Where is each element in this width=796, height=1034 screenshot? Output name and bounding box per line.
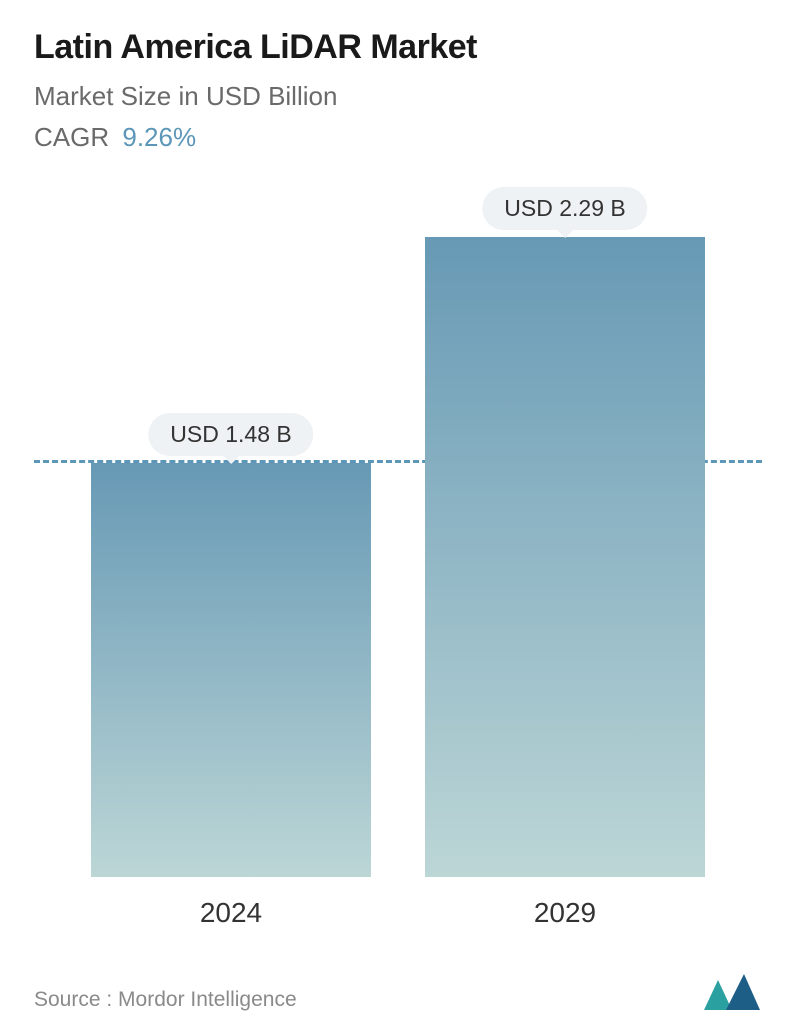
value-pill-0: USD 1.48 B [148, 413, 313, 456]
x-axis-labels: 2024 2029 [34, 897, 762, 929]
value-pill-1: USD 2.29 B [482, 187, 647, 230]
bar-group-1: USD 2.29 B [425, 237, 705, 877]
bars-container: USD 1.48 B USD 2.29 B [34, 177, 762, 877]
bar-1: USD 2.29 B [425, 237, 705, 877]
chart-title: Latin America LiDAR Market [34, 28, 762, 67]
chart-area: USD 1.48 B USD 2.29 B 2024 2029 [34, 177, 762, 877]
bar-group-0: USD 1.48 B [91, 463, 371, 877]
cagr-row: CAGR 9.26% [34, 122, 762, 153]
cagr-value: 9.26% [122, 122, 196, 152]
chart-subtitle: Market Size in USD Billion [34, 81, 762, 112]
bar-0: USD 1.48 B [91, 463, 371, 877]
x-label-0: 2024 [91, 897, 371, 929]
mordor-logo-icon [702, 972, 762, 1012]
chart-footer: Source : Mordor Intelligence [34, 972, 762, 1012]
source-text: Source : Mordor Intelligence [34, 988, 297, 1012]
cagr-label: CAGR [34, 122, 109, 152]
x-label-1: 2029 [425, 897, 705, 929]
